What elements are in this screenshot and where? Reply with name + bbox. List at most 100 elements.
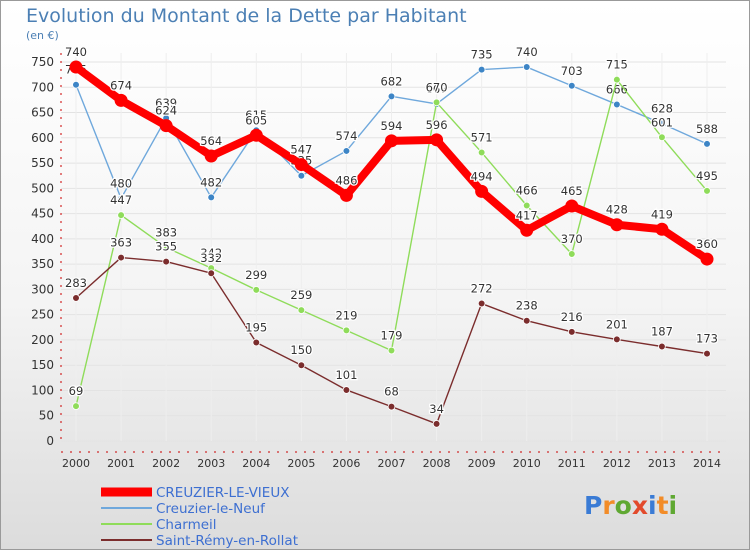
y-tick-label-350: 350 — [31, 257, 54, 271]
data-label-creuzier-le-neuf-2007: 682 — [381, 74, 403, 88]
data-label-creuzier-le-vieux-2002: 624 — [155, 104, 177, 118]
y-tick-label-450: 450 — [31, 207, 54, 221]
data-point-creuzier-le-vieux-2011 — [565, 199, 579, 213]
data-label-charmeil-2002: 383 — [155, 225, 177, 239]
data-point-charmeil-2009 — [477, 148, 486, 157]
x-tick-label-2014: 2014 — [693, 457, 721, 470]
data-label-saint-r-my-en-rollat-2009: 272 — [471, 282, 493, 296]
data-label-creuzier-le-vieux-2008: 596 — [426, 118, 448, 132]
data-label-saint-r-my-en-rollat-2005: 150 — [290, 343, 312, 357]
data-label-charmeil-2011: 370 — [561, 232, 583, 246]
data-point-creuzier-le-neuf-2011 — [567, 81, 576, 90]
data-point-creuzier-le-vieux-2012 — [610, 218, 624, 232]
x-tick-label-2001: 2001 — [107, 457, 135, 470]
data-point-saint-r-my-en-rollat-2005 — [297, 361, 306, 370]
data-point-charmeil-2002 — [162, 243, 170, 252]
data-label-saint-r-my-en-rollat-2001: 363 — [110, 236, 132, 250]
data-point-creuzier-le-vieux-2003 — [204, 149, 218, 163]
data-point-creuzier-le-vieux-2004 — [249, 128, 263, 142]
data-label-creuzier-le-neuf-2001: 480 — [110, 176, 132, 190]
y-tick-label-100: 100 — [31, 383, 54, 397]
data-label-creuzier-le-neuf-2010: 740 — [516, 45, 538, 59]
data-point-charmeil-2005 — [297, 306, 306, 314]
data-point-charmeil-2014 — [703, 187, 711, 195]
data-point-creuzier-le-vieux-2006 — [339, 188, 353, 202]
data-label-saint-r-my-en-rollat-2011: 216 — [561, 310, 583, 324]
data-label-creuzier-le-vieux-2009: 494 — [471, 169, 493, 183]
data-point-saint-r-my-en-rollat-2009 — [477, 299, 486, 308]
data-label-creuzier-le-vieux-2001: 674 — [110, 78, 132, 92]
x-tick-label-2011: 2011 — [558, 457, 586, 470]
data-label-saint-r-my-en-rollat-2008: 34 — [429, 402, 444, 416]
y-tick-label-600: 600 — [31, 131, 54, 145]
proxiti-logo: Proxiti — [584, 491, 678, 520]
data-point-charmeil-2000 — [72, 402, 80, 410]
data-point-saint-r-my-en-rollat-2013 — [658, 342, 666, 351]
data-point-creuzier-le-vieux-2008 — [430, 133, 444, 147]
y-tick-label-250: 250 — [31, 308, 54, 322]
y-tick-label-0: 0 — [46, 434, 54, 448]
data-label-creuzier-le-vieux-2005: 547 — [290, 143, 312, 157]
data-label-creuzier-le-vieux-2007: 594 — [381, 119, 403, 133]
x-tick-label-2009: 2009 — [468, 457, 496, 470]
data-label-charmeil-2005: 259 — [290, 288, 312, 302]
y-tick-label-750: 750 — [31, 55, 54, 69]
y-tick-label-200: 200 — [31, 333, 54, 347]
y-tick-label-500: 500 — [31, 181, 54, 195]
data-point-creuzier-le-neuf-2001 — [117, 194, 125, 203]
data-point-saint-r-my-en-rollat-2000 — [72, 294, 80, 302]
y-tick-label-700: 700 — [31, 80, 54, 94]
data-point-creuzier-le-neuf-2010 — [522, 63, 531, 71]
data-point-saint-r-my-en-rollat-2004 — [252, 338, 261, 347]
x-tick-label-2002: 2002 — [152, 457, 180, 470]
data-label-saint-r-my-en-rollat-2004: 195 — [245, 320, 267, 334]
data-label-creuzier-le-vieux-2006: 486 — [335, 173, 357, 187]
data-label-charmeil-2013: 601 — [651, 115, 673, 129]
data-point-creuzier-le-neuf-2006 — [342, 147, 351, 155]
data-point-creuzier-le-vieux-2001 — [114, 93, 128, 107]
data-point-charmeil-2006 — [342, 326, 351, 335]
y-tick-label-50: 50 — [39, 409, 54, 423]
data-label-saint-r-my-en-rollat-2002: 355 — [155, 240, 177, 254]
data-point-saint-r-my-en-rollat-2014 — [703, 349, 711, 358]
data-label-creuzier-le-vieux-2003: 564 — [200, 134, 222, 148]
data-label-creuzier-le-neuf-2009: 735 — [471, 48, 493, 62]
x-tick-label-2013: 2013 — [648, 457, 676, 470]
data-label-creuzier-le-neuf-2004: 615 — [245, 108, 267, 122]
data-label-saint-r-my-en-rollat-2003: 332 — [200, 251, 222, 265]
data-label-creuzier-le-vieux-2011: 465 — [561, 184, 583, 198]
x-tick-label-2003: 2003 — [197, 457, 225, 470]
y-tick-label-400: 400 — [31, 232, 54, 246]
data-point-creuzier-le-neuf-2013 — [658, 119, 666, 128]
data-point-saint-r-my-en-rollat-2010 — [522, 316, 531, 325]
data-point-charmeil-2012 — [613, 75, 621, 84]
y-tick-label-150: 150 — [31, 358, 54, 372]
legend-label-creuzier-le-vieux: CREUZIER-LE-VIEUX — [156, 485, 289, 501]
data-label-creuzier-le-vieux-2010: 417 — [516, 208, 538, 222]
data-label-creuzier-le-vieux-2004: 605 — [245, 113, 267, 127]
legend-label-creuzier-le-neuf: Creuzier-le-Neuf — [156, 501, 266, 517]
data-point-creuzier-le-neuf-2009 — [477, 65, 486, 74]
x-tick-label-2005: 2005 — [287, 457, 315, 470]
x-tick-label-2006: 2006 — [332, 457, 360, 470]
data-point-creuzier-le-neuf-2000 — [72, 80, 80, 89]
data-point-saint-r-my-en-rollat-2008 — [432, 420, 441, 428]
data-point-creuzier-le-vieux-2014 — [700, 252, 714, 266]
data-label-charmeil-2001: 447 — [110, 193, 132, 207]
data-label-charmeil-2014: 495 — [696, 169, 718, 183]
data-point-creuzier-le-neuf-2005 — [297, 171, 306, 180]
data-label-creuzier-le-neuf-2011: 703 — [561, 64, 583, 78]
legend-label-charmeil: Charmeil — [156, 517, 217, 533]
data-point-charmeil-2001 — [117, 211, 125, 219]
data-point-saint-r-my-en-rollat-2006 — [342, 386, 351, 394]
data-point-creuzier-le-neuf-2007 — [387, 92, 396, 101]
data-label-creuzier-le-vieux-2000: 740 — [65, 45, 87, 59]
data-point-saint-r-my-en-rollat-2012 — [613, 335, 621, 344]
data-label-saint-r-my-en-rollat-2012: 201 — [606, 317, 628, 331]
y-tick-label-650: 650 — [31, 106, 54, 120]
data-label-charmeil-2008: 670 — [426, 80, 448, 94]
data-label-charmeil-2000: 69 — [69, 384, 84, 398]
data-label-creuzier-le-neuf-2006: 574 — [335, 129, 357, 143]
data-label-charmeil-2003: 342 — [200, 246, 222, 260]
